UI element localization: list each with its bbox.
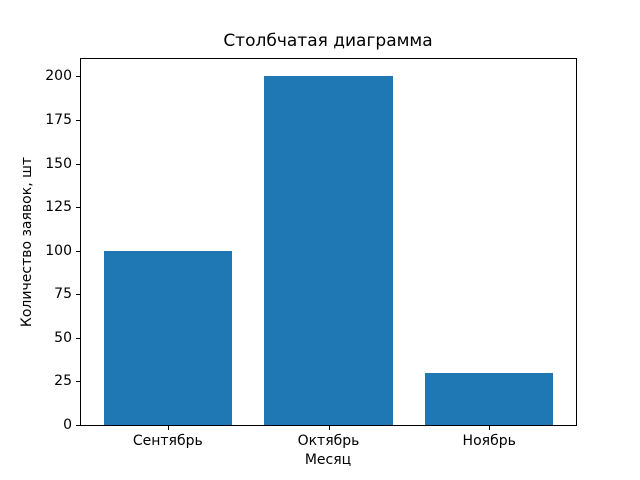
- y-tick-mark-6: [76, 163, 80, 165]
- y-tick-mark-5: [76, 207, 80, 209]
- y-tick-label-6: 150: [45, 155, 72, 172]
- y-tick-label-2: 50: [54, 329, 72, 346]
- y-tick-label-4: 100: [45, 242, 72, 259]
- x-tick-label-1: Октябрь: [297, 433, 360, 449]
- y-tick-mark-7: [76, 120, 80, 121]
- plot-area: [80, 58, 577, 426]
- y-tick-mark-2: [76, 337, 80, 339]
- chart-title: Столбчатая диаграмма: [223, 31, 433, 51]
- y-tick-label-0: 0: [63, 417, 72, 433]
- y-tick-label-8: 200: [45, 68, 72, 85]
- y-tick-mark-3: [76, 294, 80, 296]
- bar-1: [264, 76, 393, 425]
- y-tick-label-1: 25: [54, 373, 72, 390]
- bar-0: [103, 250, 233, 425]
- y-tick-label-5: 125: [45, 199, 72, 216]
- y-tick-label-7: 175: [45, 112, 72, 128]
- x-tick-mark-1: [328, 426, 330, 430]
- y-tick-label-3: 75: [54, 286, 72, 303]
- x-tick-mark-0: [167, 426, 169, 430]
- x-tick-label-0: Сентябрь: [132, 433, 203, 449]
- y-tick-mark-1: [76, 381, 80, 383]
- x-tick-label-2: Ноябрь: [462, 433, 516, 449]
- y-tick-mark-0: [76, 425, 80, 426]
- x-tick-mark-2: [489, 426, 491, 430]
- y-tick-mark-4: [76, 250, 80, 252]
- x-axis-label: Месяц: [304, 452, 352, 468]
- y-tick-mark-8: [76, 76, 80, 78]
- bar-2: [424, 372, 554, 425]
